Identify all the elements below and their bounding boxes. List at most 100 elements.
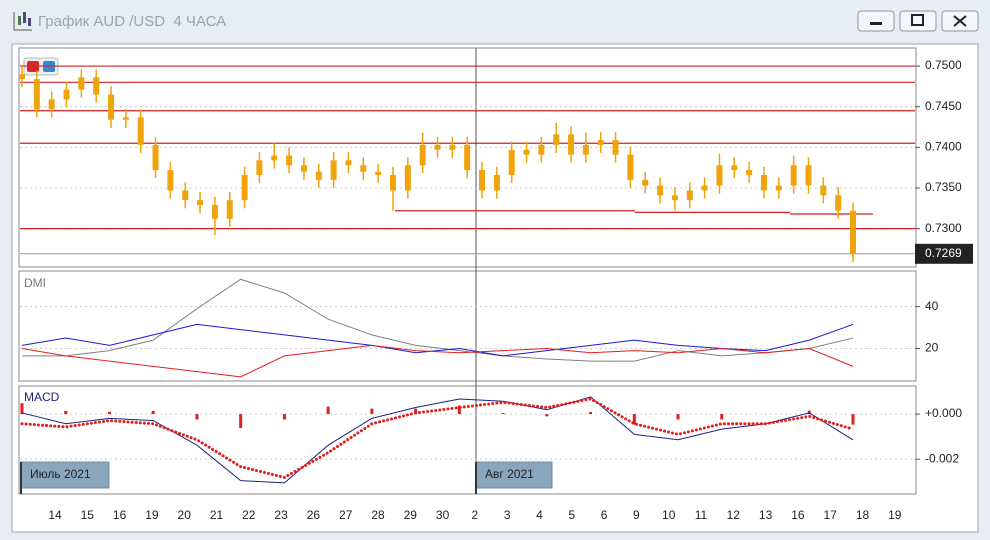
histogram-bar	[107, 411, 111, 415]
histogram-bar	[414, 408, 418, 415]
histogram-bar	[676, 414, 680, 420]
candle-body	[241, 174, 248, 201]
y-tick-label: 0.7400	[925, 140, 962, 154]
macd-panel	[18, 385, 917, 495]
candle-body	[835, 195, 842, 211]
candle-body	[33, 79, 40, 110]
histogram-bar	[545, 414, 549, 417]
candle-body	[716, 165, 723, 186]
candle-body	[211, 205, 218, 219]
period-label: Июль 2021	[30, 467, 91, 481]
period-box	[20, 461, 110, 489]
x-tick-label: 11	[695, 508, 708, 522]
y-tick-label: 0.7300	[925, 221, 962, 235]
y-tick-label: 0.7450	[925, 99, 962, 113]
x-tick-label: 5	[568, 508, 575, 522]
dmi-panel	[18, 270, 917, 382]
candle-body	[256, 160, 263, 175]
macd-line	[20, 397, 855, 480]
x-tick-label: 6	[601, 508, 608, 522]
histogram-bar	[589, 412, 593, 415]
candle-body	[790, 165, 797, 186]
minimize-button[interactable]	[857, 10, 895, 32]
candle-body	[19, 74, 25, 80]
x-tick-label: 19	[145, 508, 159, 522]
y-tick-label: 40	[925, 299, 939, 313]
x-tick-label: 19	[888, 508, 902, 522]
x-tick-label: 28	[371, 508, 385, 522]
candle-body	[375, 171, 382, 175]
candle-body	[701, 185, 708, 191]
candle-body	[657, 185, 664, 196]
period-label: Авг 2021	[485, 467, 534, 481]
candle-body	[48, 99, 55, 110]
candle-body	[582, 144, 589, 155]
x-tick-label: 2	[472, 508, 479, 522]
candle-body	[820, 185, 827, 196]
candle-body	[315, 171, 322, 180]
x-tick-label: 13	[759, 508, 773, 522]
indicator-line	[21, 323, 854, 357]
histogram-bar	[720, 414, 724, 420]
histogram-bar	[370, 408, 374, 415]
candle-body	[78, 77, 85, 90]
candle-body	[63, 89, 70, 100]
candle-body	[731, 165, 738, 171]
candle-body	[197, 200, 204, 206]
histogram-bar	[195, 414, 199, 420]
macd-line	[21, 396, 854, 484]
panel-label: DMI	[24, 276, 46, 290]
x-tick-label: 30	[436, 508, 450, 522]
histogram-bar	[501, 412, 505, 415]
candle-body	[553, 134, 560, 145]
x-tick-label: 3	[504, 508, 511, 522]
x-tick-label: 21	[210, 508, 224, 522]
panel-label: MACD	[24, 390, 60, 404]
candle-body	[271, 155, 278, 161]
histogram-bar	[457, 405, 461, 415]
candle-body	[137, 117, 144, 145]
close-button[interactable]	[941, 10, 979, 32]
candle-body	[464, 144, 471, 171]
y-tick-label: 0.7500	[925, 58, 962, 72]
candle-body	[642, 179, 649, 186]
candle-body	[434, 144, 441, 150]
histogram-bar	[64, 410, 68, 415]
x-tick-label: 17	[824, 508, 838, 522]
candle-body	[850, 210, 856, 254]
candle-body	[760, 174, 767, 191]
candle-body	[345, 160, 352, 166]
candle-body	[152, 144, 159, 171]
x-tick-label: 16	[113, 508, 127, 522]
y-tick-label: 20	[925, 341, 939, 355]
candle-body	[389, 174, 396, 191]
last-price-box	[915, 243, 973, 264]
indicator-line	[22, 278, 854, 362]
candle-body	[508, 149, 515, 175]
maximize-button[interactable]	[899, 10, 937, 32]
histogram-bar	[151, 410, 155, 415]
candle-body	[300, 165, 307, 172]
x-tick-label: 18	[856, 508, 870, 522]
x-tick-label: 16	[791, 508, 805, 522]
histogram-bar	[851, 414, 855, 425]
histogram-bar	[20, 403, 24, 415]
candle-body	[122, 117, 129, 120]
candle-body	[746, 170, 753, 175]
x-tick-label: 14	[48, 508, 62, 522]
candle-body	[330, 160, 337, 180]
candle-body	[479, 170, 486, 191]
candle-body	[167, 170, 174, 191]
histogram-bar	[632, 414, 636, 425]
last-price-label: 0.7269	[925, 246, 962, 260]
histogram-bar	[239, 414, 243, 429]
candle-body	[775, 185, 782, 191]
y-tick-label: 0.7350	[925, 180, 962, 194]
app-icon	[13, 12, 32, 31]
candle-body	[404, 165, 411, 191]
candle-body	[419, 144, 426, 166]
x-tick-label: 27	[339, 508, 353, 522]
window-title: График AUD /USD 4 ЧАСА	[38, 13, 226, 30]
